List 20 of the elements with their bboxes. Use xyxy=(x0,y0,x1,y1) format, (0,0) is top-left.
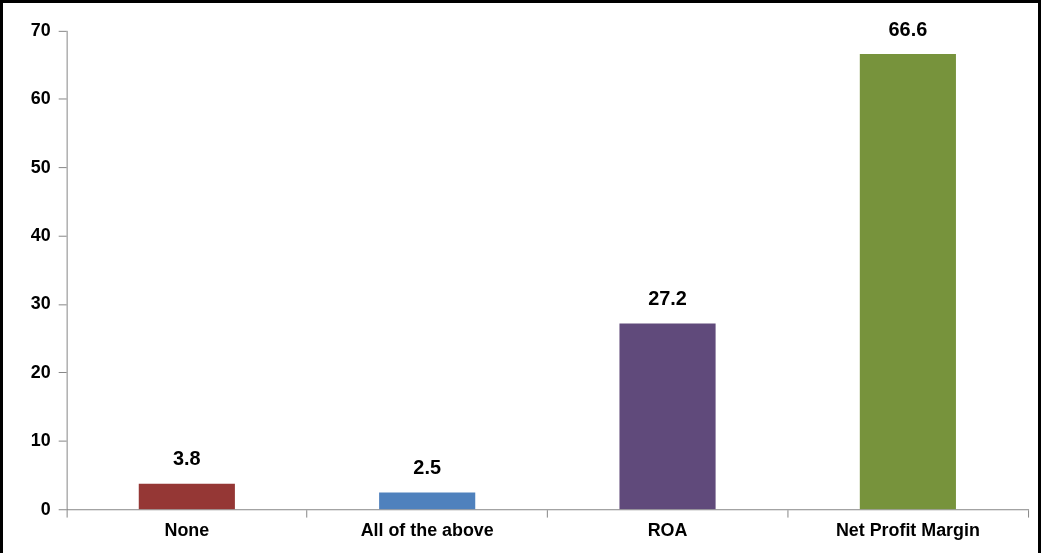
x-tick-label: ROA xyxy=(647,520,688,541)
bar xyxy=(138,483,235,510)
y-tick-label: 10 xyxy=(30,430,51,451)
y-tick-label: 20 xyxy=(30,361,51,382)
y-tick-label: 50 xyxy=(30,156,51,177)
x-tick-label: Net Profit Margin xyxy=(835,520,980,541)
x-tick-label: All of the above xyxy=(360,520,494,541)
data-label: 3.8 xyxy=(173,447,201,470)
y-tick-label: 30 xyxy=(30,293,51,314)
y-tick-label: 0 xyxy=(40,498,51,519)
y-tick-label: 40 xyxy=(30,224,51,245)
data-label: 27.2 xyxy=(648,287,687,310)
bar xyxy=(859,54,956,510)
y-tick-label: 60 xyxy=(30,88,51,109)
data-label: 66.6 xyxy=(888,17,928,40)
data-label: 2.5 xyxy=(413,456,441,479)
bar xyxy=(379,492,476,510)
bar xyxy=(619,323,716,510)
y-tick-label: 70 xyxy=(30,19,51,40)
x-tick-label: None xyxy=(164,520,210,541)
